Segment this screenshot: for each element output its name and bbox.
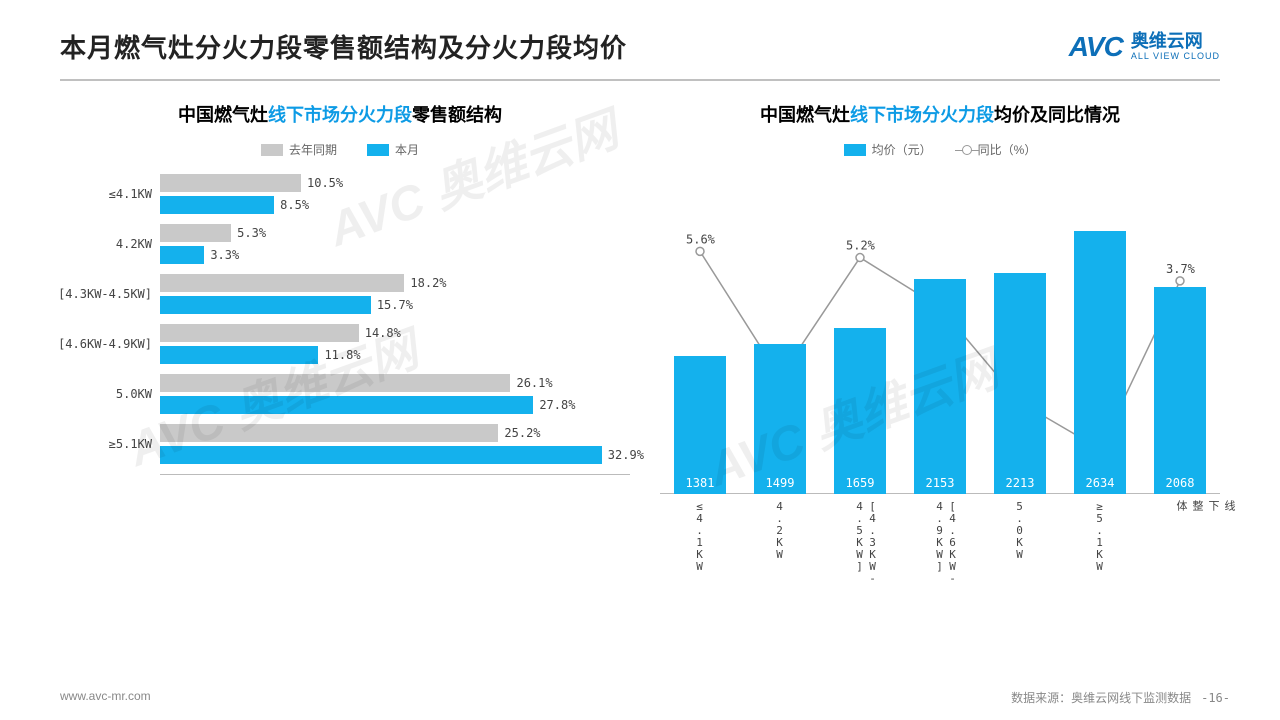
logo-cn: 奥维云网 [1131,32,1220,52]
hbar-this-month: 11.8% [160,346,318,364]
hbar-category: 4.2KW [50,237,160,251]
price-bar-value: 2213 [994,476,1045,490]
hbar-value: 11.8% [318,348,360,362]
yoy-value: 5.2% [846,239,876,253]
price-bar: 1659 [834,328,885,494]
price-bar-value: 1381 [674,476,725,490]
hbar-value: 3.3% [204,248,239,262]
combo-x-category: 5.0KW [1013,494,1026,560]
hbar-value: 18.2% [404,276,446,290]
yoy-value: 5.6% [686,232,716,246]
logo-mark: AVC [1069,31,1123,63]
price-bar: 2068 [1154,287,1205,494]
combo-x-category: [4.6KW-4.9KW] [933,494,959,584]
hbar-last-year: 10.5% [160,174,301,192]
legend-this-month: 本月 [367,141,419,158]
combo-x-category: ≥5.1KW [1093,494,1106,572]
hbar-category: [4.6KW-4.9KW] [50,337,160,351]
hbar-category: ≤4.1KW [50,187,160,201]
legend-avg-price: 均价（元） [844,141,932,158]
logo-en: ALL VIEW CLOUD [1131,51,1220,61]
legend-last-year: 去年同期 [261,141,337,158]
price-bar: 1499 [754,344,805,494]
page-title: 本月燃气灶分火力段零售额结构及分火力段均价 [60,28,627,65]
hbar-value: 10.5% [301,176,343,190]
hbar-value: 5.3% [231,226,266,240]
yoy-value: 3.7% [1166,262,1196,276]
price-bar-value: 1499 [754,476,805,490]
combo-x-category: [4.3KW-4.5KW] [853,494,879,584]
hbar-this-month: 27.8% [160,396,533,414]
hbar-last-year: 18.2% [160,274,404,292]
yoy-marker [1176,277,1184,285]
hbar-value: 8.5% [274,198,309,212]
retail-structure-chart: 中国燃气灶线下市场分火力段零售额结构 去年同期 本月 ≤4.1KW10.5%8.… [50,101,630,574]
hbar-last-year: 25.2% [160,424,498,442]
hbar-value: 32.9% [602,448,644,462]
hbar-value: 14.8% [359,326,401,340]
hbar-this-month: 8.5% [160,196,274,214]
combo-x-category: 线下整体 [1173,494,1237,510]
hbar-category: [4.3KW-4.5KW] [50,287,160,301]
hbar-category: ≥5.1KW [50,437,160,451]
hbar-last-year: 26.1% [160,374,510,392]
combo-x-category: ≤4.1KW [693,494,706,572]
hbar-this-month: 15.7% [160,296,371,314]
price-bar: 2153 [914,279,965,494]
hbar-category: 5.0KW [50,387,160,401]
price-bar-value: 2153 [914,476,965,490]
price-bar-value: 1659 [834,476,885,490]
price-bar: 2213 [994,273,1045,494]
hbar-last-year: 14.8% [160,324,359,342]
hbar-value: 25.2% [498,426,540,440]
yoy-marker [856,254,864,262]
price-bar-value: 2634 [1074,476,1125,490]
hbar-last-year: 5.3% [160,224,231,242]
hbar-this-month: 3.3% [160,246,204,264]
page-number: -16- [1201,691,1230,705]
price-bar-value: 2068 [1154,476,1205,490]
brand-logo: AVC 奥维云网 ALL VIEW CLOUD [1069,31,1220,63]
footer-source: 数据来源：奥维云网线下监测数据 [1011,691,1191,705]
hbar-this-month: 32.9% [160,446,602,464]
right-chart-title: 中国燃气灶线下市场分火力段均价及同比情况 [650,101,1230,127]
footer-url: www.avc-mr.com [60,689,151,706]
hbar-value: 27.8% [533,398,575,412]
combo-x-category: 4.2KW [773,494,786,560]
hbar-value: 26.1% [510,376,552,390]
hbar-value: 15.7% [371,298,413,312]
yoy-marker [696,247,704,255]
price-bar: 2634 [1074,231,1125,494]
left-chart-title: 中国燃气灶线下市场分火力段零售额结构 [50,101,630,127]
legend-yoy: 同比（%） [962,141,1037,158]
price-bar: 1381 [674,356,725,494]
avg-price-chart: 中国燃气灶线下市场分火力段均价及同比情况 均价（元） 同比（%） 5.6%-2.… [650,101,1230,574]
